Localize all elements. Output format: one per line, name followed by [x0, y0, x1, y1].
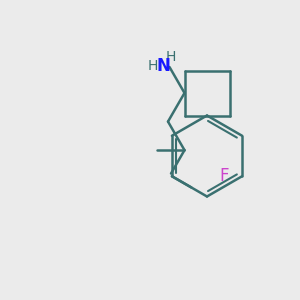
Text: F: F — [219, 167, 229, 185]
Text: H: H — [148, 58, 158, 73]
Text: H: H — [166, 50, 176, 64]
Text: N: N — [157, 56, 170, 74]
